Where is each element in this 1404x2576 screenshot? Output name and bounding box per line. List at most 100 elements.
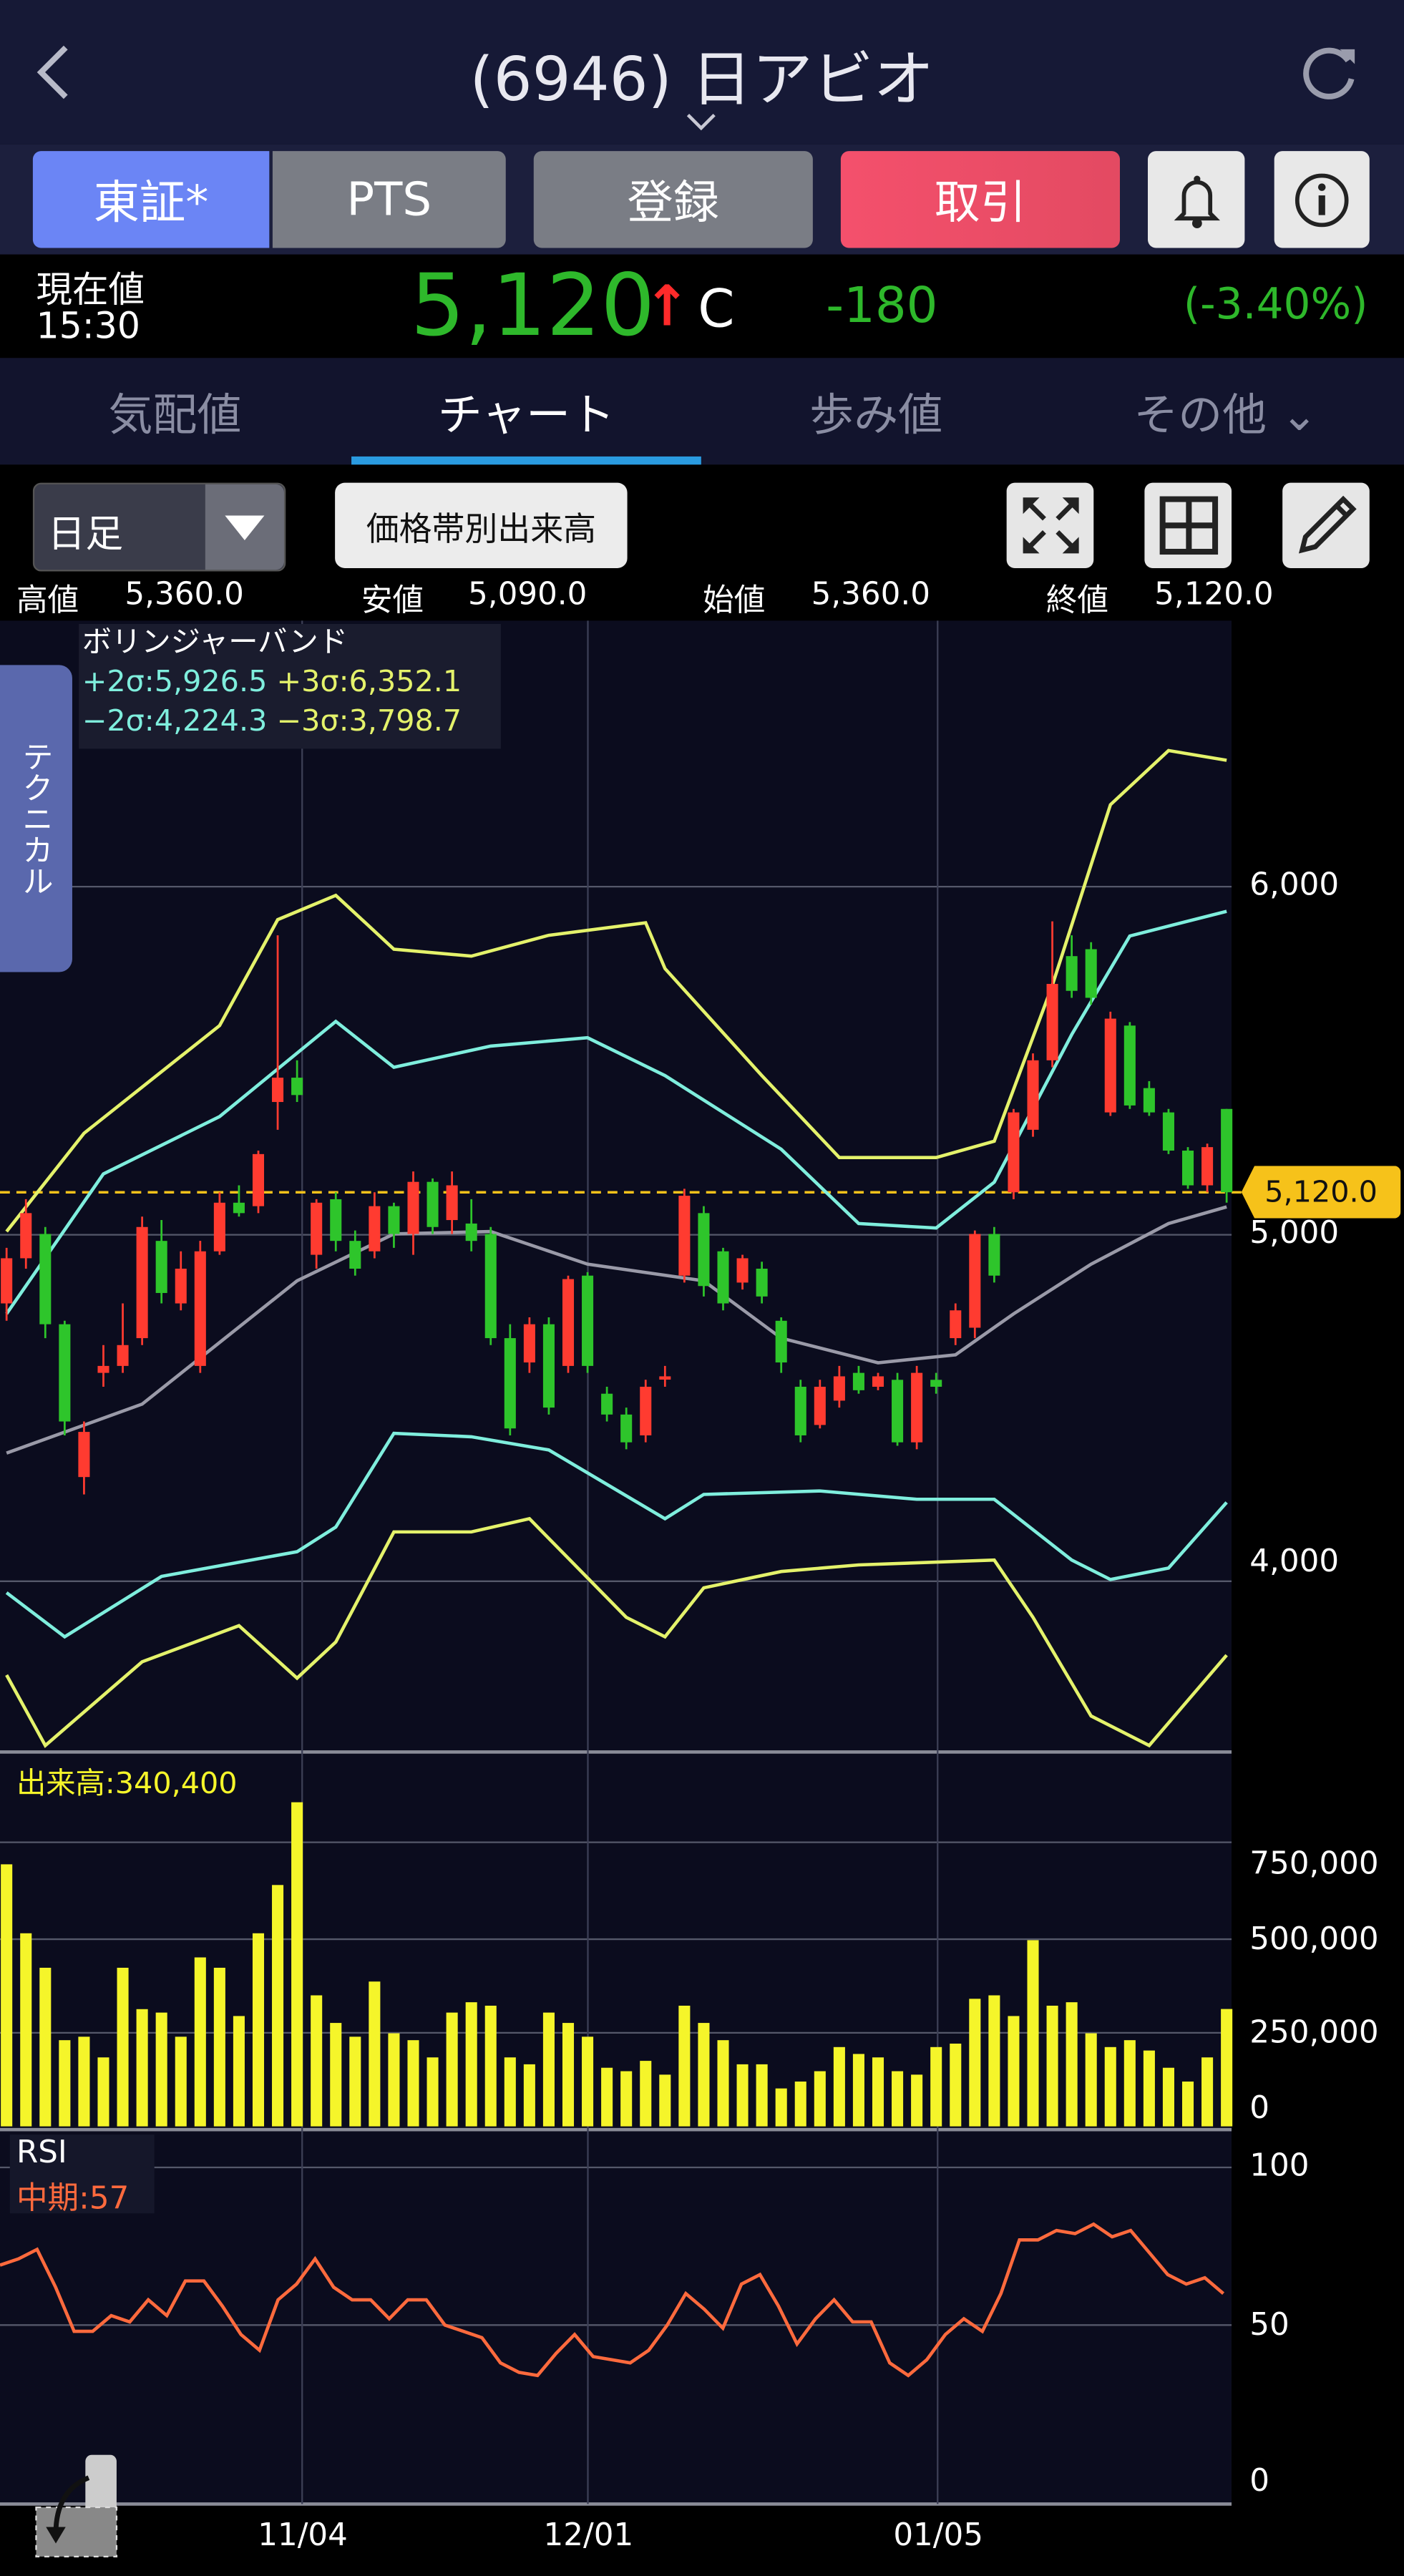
date-tick: 01/05: [893, 2517, 983, 2554]
close-value: 5,120.0: [1154, 576, 1274, 613]
volume-profile-button[interactable]: 価格帯別出来高: [335, 482, 628, 568]
volume-bar: [911, 2074, 923, 2127]
volume-bar: [736, 2064, 749, 2127]
candle-body: [330, 1199, 342, 1241]
candle-body: [736, 1258, 749, 1283]
tab-chart[interactable]: チャート: [437, 391, 615, 442]
trade-button[interactable]: 取引: [840, 151, 1120, 248]
volume-bar: [194, 1957, 206, 2127]
candle-body: [349, 1241, 361, 1269]
rsi-tick: 0: [1249, 2463, 1270, 2499]
chevron-left-icon[interactable]: [33, 43, 72, 102]
volume-bar: [1181, 2081, 1194, 2127]
volume-bar: [562, 2023, 575, 2127]
volume-bar: [659, 2074, 671, 2127]
info-button[interactable]: [1274, 151, 1370, 248]
volume-bar: [930, 2046, 942, 2127]
chart-toolbar: 日足 価格帯別出来高 高値 5,360.0 安値 5,090.0 始値 5,36…: [0, 464, 1404, 621]
chart-rotate-button[interactable]: [33, 2454, 138, 2559]
band-mid: [6, 1205, 1227, 1455]
candle-body: [97, 1365, 109, 1373]
candle-body: [1221, 1108, 1233, 1193]
rsi-series-label: 中期:57: [16, 2180, 130, 2217]
candle-body: [1181, 1150, 1194, 1186]
candle-body: [1008, 1112, 1020, 1193]
volume-bar: [407, 2040, 419, 2127]
period-select[interactable]: 日足: [32, 482, 286, 572]
quote-row: 現在値 15:30 5,120 ↑ C -180 (-3.40%): [0, 254, 1404, 358]
close-label: 終値: [1045, 582, 1108, 620]
legend-minus2: −2σ:4,224.3: [82, 704, 268, 739]
candle-body: [872, 1376, 884, 1387]
candle-body: [20, 1213, 32, 1259]
register-button[interactable]: 登録: [533, 151, 813, 248]
current-price-tag: 5,120.0: [1241, 1166, 1401, 1219]
candle-body: [272, 1078, 284, 1103]
layout-button[interactable]: [1144, 482, 1232, 568]
volume-bar: [1085, 2033, 1097, 2127]
period-value: 日足: [47, 514, 124, 557]
low-label: 安値: [361, 582, 424, 620]
candle-body: [59, 1324, 71, 1422]
open-value: 5,360.0: [811, 576, 931, 613]
market-pts-button[interactable]: PTS: [272, 151, 506, 248]
volume-bar: [136, 2009, 148, 2127]
volume-bar: [698, 2023, 710, 2127]
band-lower3: [5, 1516, 1228, 1748]
volume-bar: [465, 2002, 477, 2127]
info-icon: [1295, 172, 1349, 227]
volume-bar: [78, 2036, 90, 2127]
chart-plot-area[interactable]: [0, 620, 1232, 2504]
page-title[interactable]: (6946) 日アビオ: [469, 44, 935, 115]
candle-body: [213, 1202, 225, 1252]
volume-bar: [814, 2071, 826, 2127]
price-tick: 5,000: [1249, 1215, 1340, 1252]
price-tick: 4,000: [1249, 1543, 1340, 1580]
rsi-tick: 50: [1249, 2307, 1290, 2343]
volume-bar: [311, 1995, 323, 2127]
candle-body: [78, 1432, 90, 1478]
legend-minus3: −3σ:3,798.7: [276, 704, 462, 739]
volume-bar: [252, 1933, 265, 2127]
candle-body: [678, 1196, 691, 1276]
volume-bar: [330, 2023, 342, 2127]
candle-body: [117, 1345, 129, 1366]
expand-button[interactable]: [1006, 482, 1094, 568]
action-bar: 東証* PTS 登録 取引: [0, 144, 1404, 255]
tab-quotes[interactable]: 気配値: [108, 391, 242, 442]
draw-button[interactable]: [1282, 482, 1370, 568]
up-arrow-icon: ↑: [643, 274, 691, 341]
volume-bar: [233, 2016, 245, 2127]
volume-bar: [601, 2067, 613, 2127]
volume-bar: [1027, 1940, 1039, 2127]
candle-body: [1, 1258, 13, 1304]
candle-body: [1104, 1018, 1116, 1113]
volume-bar: [446, 2012, 458, 2127]
technical-tab[interactable]: テクニカル: [0, 665, 72, 972]
volume-bar: [988, 1995, 1000, 2127]
tab-tick[interactable]: 歩み値: [809, 391, 943, 442]
candle-body: [1066, 956, 1078, 991]
refresh-icon[interactable]: [1300, 43, 1360, 102]
open-label: 始値: [703, 582, 766, 620]
bollinger-legend: ボリンジャーバンド +2σ:5,926.5 +3σ:6,352.1 −2σ:4,…: [79, 623, 501, 749]
volume-bar: [1221, 2009, 1233, 2127]
volume-bar: [794, 2081, 806, 2127]
market-tse-button[interactable]: 東証*: [32, 151, 270, 248]
alert-button[interactable]: [1147, 151, 1245, 248]
tab-more[interactable]: その他 ⌄: [1134, 391, 1318, 442]
grid-icon: [1159, 496, 1217, 555]
chart-grid: [0, 620, 1242, 2506]
volume-bar: [1, 1864, 13, 2127]
high-label: 高値: [16, 582, 79, 620]
volume-bar: [1104, 2046, 1116, 2127]
candle-body: [814, 1387, 826, 1425]
candle-body: [388, 1206, 400, 1234]
chevron-down-icon[interactable]: [685, 112, 718, 132]
candle-body: [892, 1380, 904, 1443]
volume-bar: [678, 2005, 691, 2127]
candle-body: [369, 1206, 381, 1252]
volume-bar: [272, 1885, 284, 2127]
